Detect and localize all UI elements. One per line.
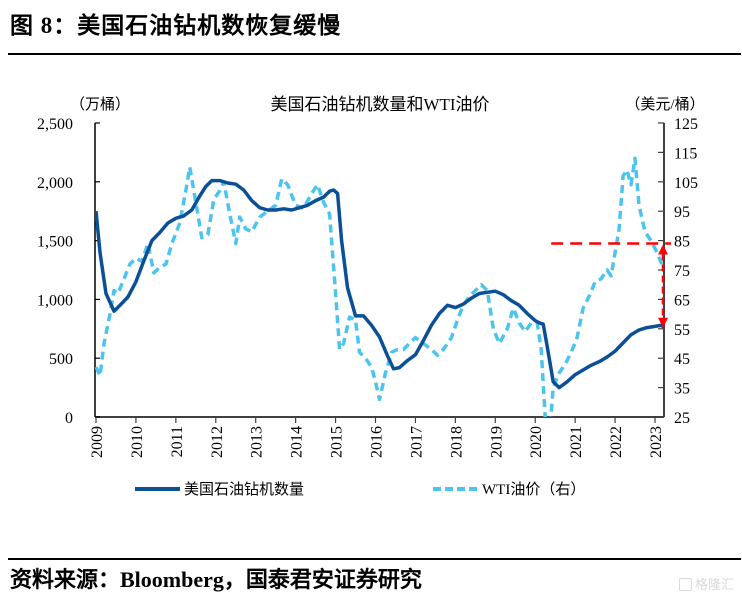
x-tick-label: 2019 <box>488 426 505 458</box>
annotation-layer <box>551 242 671 328</box>
x-tick-label: 2016 <box>369 426 386 458</box>
x-tick-label: 2017 <box>408 426 425 458</box>
right-tick-label: 95 <box>674 204 690 221</box>
watermark-logo-icon <box>678 578 692 591</box>
bottom-rule <box>8 558 741 560</box>
right-tick-label: 115 <box>674 145 697 162</box>
legend-label-rig-count: 美国石油钻机数量 <box>184 481 304 498</box>
x-tick-label: 2014 <box>289 426 306 458</box>
x-tick-label: 2013 <box>249 426 266 458</box>
right-tick-label: 75 <box>674 263 690 280</box>
axes: 2,500 2,000 1,500 1,000 500 0 125 115 105 95 85 75 6… <box>37 116 698 458</box>
x-tick-label: 2011 <box>169 426 186 457</box>
x-tick-label: 2023 <box>648 426 665 458</box>
chart-title: 美国石油钻机数量和WTI油价 <box>270 95 489 114</box>
source-note: 资料来源：Bloomberg，国泰君安证券研究 <box>10 567 422 592</box>
x-tick-label: 2012 <box>209 426 226 458</box>
x-tick-label: 2015 <box>329 426 346 458</box>
series-wti-line <box>95 156 664 417</box>
series-rig-count-line <box>95 178 664 390</box>
left-tick-label: 1,000 <box>37 292 73 309</box>
figure-title: 图 8：美国石油钻机数恢复缓慢 <box>10 13 342 38</box>
left-tick-label: 1,500 <box>37 234 73 251</box>
legend: 美国石油钻机数量 WTI油价（右） <box>135 481 585 498</box>
right-tick-label: 45 <box>674 351 690 368</box>
right-tick-label: 25 <box>674 410 690 427</box>
chart: 美国石油钻机数量和WTI油价 （万桶） （美元/桶） 2,500 2,000 1,5… <box>37 95 705 498</box>
watermark-text: 格隆汇 <box>694 578 734 593</box>
x-tick-label: 2021 <box>568 426 585 458</box>
right-tick-label: 125 <box>674 116 698 133</box>
x-tick-label: 2018 <box>448 426 465 458</box>
left-tick-label: 500 <box>49 351 73 368</box>
legend-label-wti: WTI油价（右） <box>482 481 585 498</box>
left-tick-label: 2,500 <box>37 116 73 133</box>
x-tick-label: 2009 <box>89 426 106 458</box>
watermark: 格隆汇 <box>678 574 734 593</box>
left-axis-unit: （万桶） <box>70 96 130 113</box>
right-tick-label: 105 <box>674 175 698 192</box>
arrow-down-icon <box>657 317 668 328</box>
top-rule <box>8 53 741 55</box>
right-axis-unit: （美元/桶） <box>625 96 704 113</box>
x-tick-label: 2010 <box>129 426 146 458</box>
right-tick-label: 65 <box>674 292 690 309</box>
x-tick-label: 2022 <box>608 426 625 458</box>
series-layer <box>95 156 664 417</box>
left-tick-label: 0 <box>65 410 73 427</box>
left-tick-label: 2,000 <box>37 175 73 192</box>
right-tick-label: 55 <box>674 322 690 339</box>
right-tick-label: 85 <box>674 234 690 251</box>
right-tick-label: 35 <box>674 381 690 398</box>
arrow-up-icon <box>657 244 668 255</box>
x-tick-label: 2020 <box>528 426 545 458</box>
